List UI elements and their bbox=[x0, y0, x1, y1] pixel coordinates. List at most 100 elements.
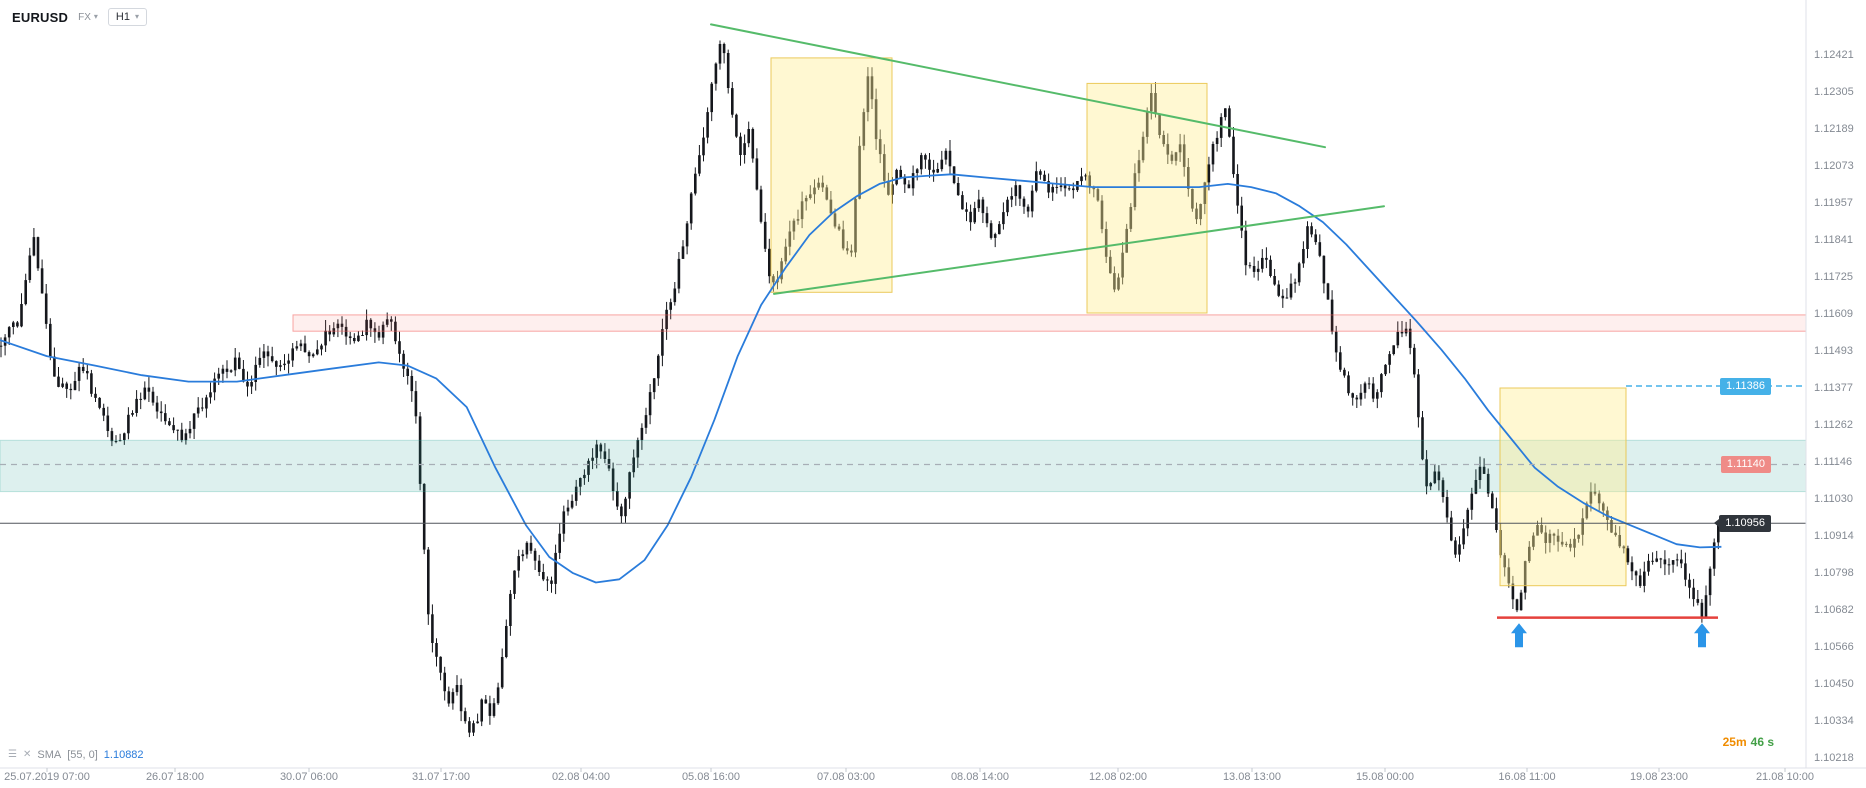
candle bbox=[1026, 204, 1030, 218]
time-tick: 26.07 18:00 bbox=[145, 771, 205, 783]
countdown-seconds: 46 s bbox=[1750, 735, 1774, 749]
candle bbox=[1289, 273, 1293, 300]
candle bbox=[599, 442, 603, 459]
price-axis[interactable]: 1.12421 1.12305 1.12189 1.12073 1.11957 1.118… bbox=[1806, 0, 1866, 768]
indicator-remove-icon[interactable]: ✕ bbox=[22, 749, 32, 760]
candle bbox=[1651, 552, 1654, 565]
candle bbox=[266, 345, 270, 367]
candle bbox=[1565, 541, 1568, 548]
candle bbox=[49, 318, 52, 361]
candle bbox=[102, 403, 105, 422]
candle bbox=[1256, 260, 1260, 281]
candle bbox=[1158, 113, 1161, 139]
candle bbox=[1515, 598, 1519, 613]
candle bbox=[644, 407, 648, 434]
candle bbox=[1248, 262, 1252, 269]
candle bbox=[1359, 384, 1363, 406]
timeframe-button[interactable]: H1 ▾ bbox=[107, 8, 147, 26]
candle bbox=[1002, 202, 1005, 230]
candle bbox=[3, 334, 7, 356]
candle bbox=[714, 62, 718, 91]
exchange-selector[interactable]: FX ▾ bbox=[78, 12, 98, 23]
candle bbox=[866, 67, 870, 122]
highlight-box[interactable] bbox=[1499, 387, 1627, 587]
candle bbox=[1351, 392, 1354, 406]
candle bbox=[1454, 537, 1457, 558]
candle bbox=[915, 168, 919, 181]
support-zone[interactable] bbox=[0, 439, 1806, 493]
sma-layer bbox=[0, 173, 1722, 584]
candle bbox=[1137, 149, 1141, 182]
candle bbox=[829, 191, 833, 216]
chart-header: EURUSD FX ▾ H1 ▾ bbox=[12, 8, 147, 26]
candle bbox=[665, 301, 668, 340]
price-tick: 1.11146 bbox=[1814, 455, 1853, 468]
candle bbox=[899, 165, 902, 179]
highlight-box[interactable] bbox=[1086, 82, 1208, 314]
candle bbox=[1618, 526, 1621, 549]
candle bbox=[402, 350, 405, 377]
candle bbox=[689, 192, 693, 230]
candle bbox=[517, 549, 520, 578]
candle bbox=[1675, 553, 1679, 567]
candle bbox=[1265, 247, 1268, 269]
candle bbox=[94, 387, 97, 402]
candle bbox=[1634, 570, 1638, 587]
candle bbox=[1581, 508, 1584, 546]
trendline[interactable] bbox=[710, 23, 1326, 149]
price-tick: 1.11725 bbox=[1814, 270, 1853, 283]
up-arrow-icon[interactable] bbox=[1511, 623, 1527, 648]
candle bbox=[632, 449, 635, 478]
candle bbox=[566, 499, 570, 516]
highlight-box[interactable] bbox=[770, 57, 893, 293]
candle bbox=[583, 469, 586, 485]
candle bbox=[956, 177, 960, 196]
candle bbox=[673, 282, 677, 306]
candle bbox=[1174, 151, 1178, 166]
price-tick: 1.11609 bbox=[1814, 307, 1853, 320]
candle bbox=[1047, 173, 1050, 199]
candle bbox=[205, 394, 208, 418]
candle bbox=[328, 325, 331, 342]
time-tick: 25.07.2019 07:00 bbox=[4, 771, 90, 783]
candle bbox=[1084, 173, 1087, 181]
candle bbox=[731, 82, 734, 118]
candle bbox=[1211, 141, 1215, 172]
candle bbox=[1433, 464, 1437, 485]
resistance-zone[interactable] bbox=[292, 314, 1806, 332]
candle bbox=[307, 350, 311, 363]
candle bbox=[1552, 532, 1556, 546]
entry-price-label[interactable]: 1.11140 bbox=[1720, 455, 1771, 473]
candle bbox=[427, 547, 430, 625]
candle bbox=[1528, 541, 1531, 563]
sma-line[interactable] bbox=[0, 173, 1722, 584]
candle bbox=[468, 717, 471, 738]
trendline[interactable] bbox=[773, 205, 1385, 295]
candle bbox=[907, 180, 911, 189]
arrows-layer bbox=[1511, 623, 1710, 648]
candle bbox=[459, 678, 463, 722]
indicator-settings-icon[interactable]: ☰ bbox=[8, 749, 17, 760]
candle bbox=[254, 356, 257, 391]
symbol-label[interactable]: EURUSD bbox=[12, 9, 69, 25]
candle bbox=[1638, 568, 1642, 588]
time-tick: 31.07 17:00 bbox=[411, 771, 471, 783]
candle bbox=[1684, 552, 1687, 587]
candle bbox=[12, 320, 15, 335]
candle bbox=[1503, 552, 1506, 577]
indicator-legend[interactable]: ☰ ✕ SMA [55, 0] 1.10882 bbox=[8, 749, 144, 761]
candle bbox=[242, 360, 245, 383]
candle bbox=[279, 360, 282, 372]
price-tick: 1.10682 bbox=[1814, 603, 1854, 616]
alert-price-label[interactable]: 1.11386 bbox=[1720, 377, 1771, 395]
candle bbox=[98, 397, 101, 410]
time-axis[interactable]: 25.07.2019 07:00 26.07 18:00 30.07 06:00 31… bbox=[0, 768, 1866, 788]
candle bbox=[784, 238, 787, 265]
candle bbox=[1088, 171, 1091, 194]
price-tick: 1.11493 bbox=[1814, 344, 1853, 357]
candle bbox=[1519, 589, 1523, 611]
candle bbox=[422, 483, 426, 555]
up-arrow-icon[interactable] bbox=[1694, 623, 1710, 648]
candle bbox=[7, 326, 11, 345]
